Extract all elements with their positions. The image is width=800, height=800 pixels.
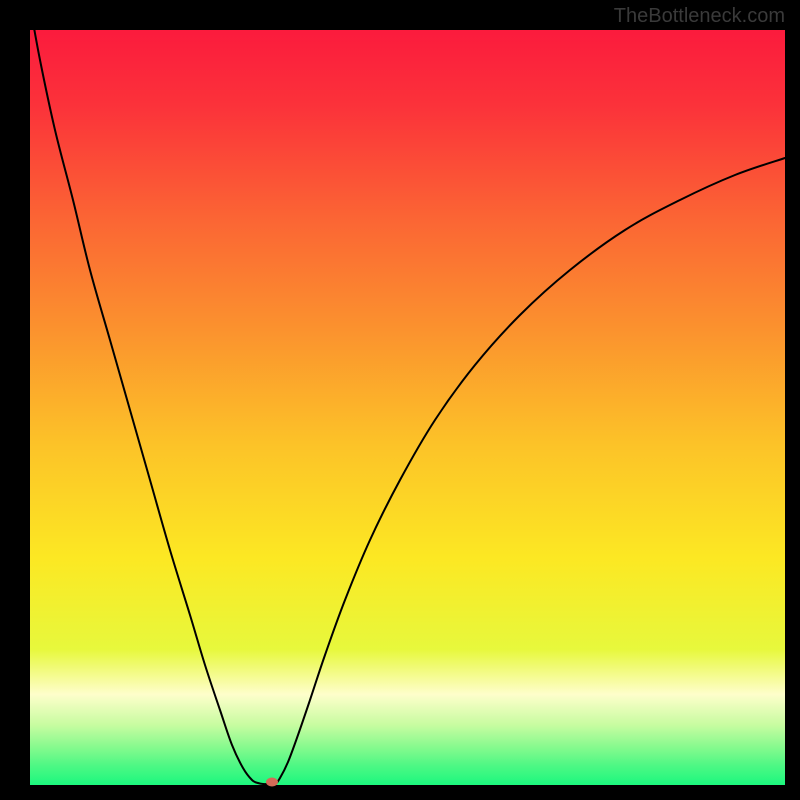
plot-area <box>30 30 785 785</box>
optimum-marker <box>266 778 278 787</box>
bottleneck-chart: TheBottleneck.com <box>0 0 800 800</box>
watermark-text: TheBottleneck.com <box>614 5 785 27</box>
